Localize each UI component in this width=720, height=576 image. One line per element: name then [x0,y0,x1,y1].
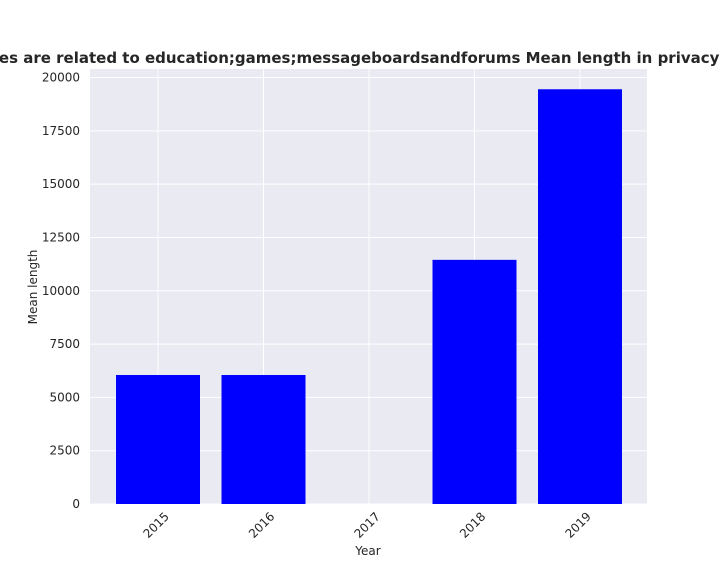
y-tick-label: 10000 [42,284,80,298]
x-tick-label: 2016 [246,509,277,540]
y-tick-label: 12500 [42,230,80,244]
y-tick-label: 2500 [49,444,80,458]
y-tick-label: 20000 [42,71,80,85]
y-tick-label: 17500 [42,124,80,138]
x-tick-label: 2017 [351,509,382,540]
y-tick-label: 7500 [49,337,80,351]
y-axis-label: Mean length [26,250,40,325]
x-tick-label: 2015 [140,509,171,540]
bar [221,374,306,504]
y-axis-ticks: 0 2500 5000 7500 10000 12500 15000 17500 20000 [42,71,80,511]
y-tick-label: 15000 [42,177,80,191]
x-axis-ticks: 2015 2016 2017 2018 2019 [140,509,593,540]
x-tick-label: 2018 [457,509,488,540]
chart-title: egories are related to education;games;m… [0,49,720,67]
x-tick-label: 2019 [562,509,593,540]
y-tick-label: 0 [72,497,80,511]
bar [538,89,622,504]
y-tick-label: 5000 [49,390,80,404]
bar [116,374,200,504]
bar [432,259,517,504]
x-axis-label: Year [354,544,380,558]
bars [116,89,622,504]
